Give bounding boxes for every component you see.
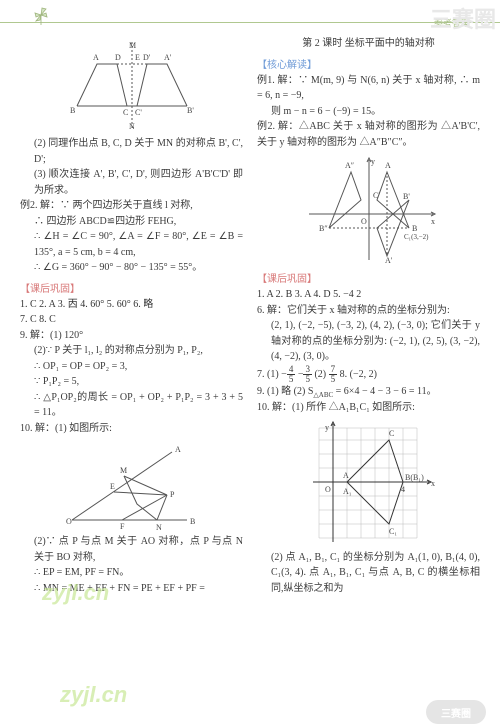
- label-C1: C': [135, 108, 142, 117]
- para-2: (2) 同理作出点 B, C, D 关于 MN 的对称点 B', C', D';: [20, 136, 243, 167]
- label-N: N: [129, 122, 135, 131]
- lbl-A4: A: [343, 471, 349, 480]
- axis-y2: y: [325, 423, 329, 432]
- label-C: C: [123, 108, 128, 117]
- ex2-l3: ∴ ∠H = ∠C = 90°, ∠A = ∠F = 80°, ∠E = ∠B …: [20, 229, 243, 260]
- section-consolidate-right: 【课后巩固】: [257, 270, 480, 285]
- ex2-l4: ∴ ∠G = 360° − 90° − 80° − 135° = 55°。: [20, 260, 243, 276]
- lbl-Ap: A': [385, 256, 393, 265]
- figure-angle: A B O M N P E F: [20, 440, 243, 530]
- lbl-A2: A″: [345, 161, 354, 170]
- r-ex1-2: 则 m − n = 6 − (−9) = 15。: [257, 104, 480, 120]
- figure-trapezoid: M N A B C D E A' B' C' D': [20, 40, 243, 132]
- answers-row1: 1. C 2. A 3. 㐁 4. 60° 5. 60° 6. 略: [20, 297, 243, 313]
- content-columns: M N A B C D E A' B' C' D' (2) 同理作出点 B, C…: [0, 36, 500, 600]
- q9-head: 9. 解：(1) 120°: [20, 328, 243, 344]
- label-D: D: [115, 53, 121, 62]
- ex2-head: 例2. 解：∵ 两个四边形关于直线 l 对称,: [20, 198, 243, 214]
- figure-grid-triangle: O x y A B(B₁) C A₁ C₁ 4: [257, 420, 480, 546]
- label-M: M: [120, 466, 127, 475]
- lbl-B: B: [412, 224, 417, 233]
- axis-x2: x: [431, 479, 435, 488]
- r-answers1: 1. A 2. B 3. A 4. D 5. −4 2: [257, 287, 480, 303]
- figure-coord-reflect: y x O A B C' A″ B″ A' B' C₁(3,−2): [257, 154, 480, 266]
- label-E: E: [135, 53, 140, 62]
- axis-y: y: [371, 157, 375, 166]
- label-F: F: [120, 522, 125, 530]
- label-A: A: [93, 53, 99, 62]
- lbl-C14: C₁: [389, 527, 397, 536]
- r-ex2: 例2. 解：△ABC 关于 x 轴对称的图形为 △A'B'C', 关于 y 轴对…: [257, 119, 480, 150]
- section-consolidate-left: 【课后巩固】: [20, 280, 243, 295]
- page-header: 参考答案 三赛圈: [0, 0, 500, 36]
- r-q6-2: (2, 1), (−2, −5), (−3, 2), (4, 2), (−3, …: [257, 318, 480, 365]
- lbl-C1: C₁(3,−2): [404, 233, 429, 241]
- origin2: O: [325, 485, 331, 494]
- r-q9: 9. (1) 略 (2) S△ABC = 6×4 − 4 − 3 − 6 = 1…: [257, 384, 480, 401]
- para-3: (3) 顺次连接 A', B', C', D', 则四边形 A'B'C'D' 即…: [20, 167, 243, 198]
- r-q6: 6. 解：它们关于 x 轴对称的点的坐标分别为:: [257, 303, 480, 319]
- label-B: B: [190, 517, 195, 526]
- watermark-1: zyjl.cn: [42, 580, 109, 606]
- right-column: 第 2 课时 坐标平面中的轴对称 【核心解读】 例1. 解：∵ M(m, 9) …: [257, 36, 480, 596]
- left-column: M N A B C D E A' B' C' D' (2) 同理作出点 B, C…: [20, 36, 243, 596]
- label-B: B: [70, 106, 75, 115]
- q9-5: ∴ △P₁OP₂的周长 = OP₁ + OP₂ + P₁P₂ = 3 + 3 +…: [20, 390, 243, 421]
- label-M: M: [129, 41, 136, 50]
- section-core: 【核心解读】: [257, 56, 480, 71]
- r-ex1: 例1. 解：∵ M(m, 9) 与 N(6, n) 关于 x 轴对称, ∴ m …: [257, 73, 480, 104]
- lbl-A14: A₁: [343, 487, 352, 496]
- lbl-A: A: [385, 161, 391, 170]
- label-E: E: [110, 482, 115, 491]
- q9-3: ∴ OP₁ = OP = OP₂ = 3,: [20, 359, 243, 375]
- r-q10-2: (2) 点 A₁, B₁, C₁ 的坐标分别为 A₁(1, 0), B₁(4, …: [257, 550, 480, 597]
- label-A1: A': [164, 53, 172, 62]
- answers-row2: 7. C 8. C: [20, 312, 243, 328]
- axis-x: x: [431, 217, 435, 226]
- lbl-Bp: B': [403, 192, 410, 201]
- label-D1: D': [143, 53, 151, 62]
- q10-2: (2)∵ 点 P 与点 M 关于 AO 对称，点 P 与点 N 关于 BO 对称…: [20, 534, 243, 565]
- lesson-title: 第 2 课时 坐标平面中的轴对称: [257, 36, 480, 52]
- windmill-icon: [30, 4, 52, 26]
- label-O: O: [66, 517, 72, 526]
- q10-head: 10. 解：(1) 如图所示:: [20, 421, 243, 437]
- q9-2: (2)∵ P 关于 l₁, l₂ 的对称点分别为 P₁, P₂,: [20, 343, 243, 359]
- label-P: P: [170, 490, 175, 499]
- q9-4: ∵ P₁P₂ = 5,: [20, 374, 243, 390]
- label-B1: B': [187, 106, 194, 115]
- corner-watermark: 三赛圈: [430, 2, 496, 34]
- origin: O: [361, 217, 367, 226]
- r-q10: 10. 解：(1) 所作 △A₁B₁C₁ 如图所示:: [257, 400, 480, 416]
- tick-4: 4: [401, 485, 405, 494]
- ex2-l2: ∴ 四边形 ABCD≌四边形 FEHG,: [20, 214, 243, 230]
- lbl-B4: B(B₁): [405, 473, 424, 482]
- q10-3: ∴ EP = EM, PF = FN。: [20, 565, 243, 581]
- r-q7: 7. (1) −45 −35 (2) 75 8. (−2, 2): [257, 365, 480, 384]
- watermark-2: zyjl.cn: [60, 682, 127, 708]
- label-N: N: [156, 523, 162, 530]
- header-rule: [0, 22, 500, 23]
- lbl-C4: C: [389, 429, 394, 438]
- lbl-B2: B″: [319, 224, 328, 233]
- lbl-C: C': [373, 191, 380, 200]
- label-A: A: [175, 445, 181, 454]
- site-stamp: 三赛圈: [426, 700, 486, 724]
